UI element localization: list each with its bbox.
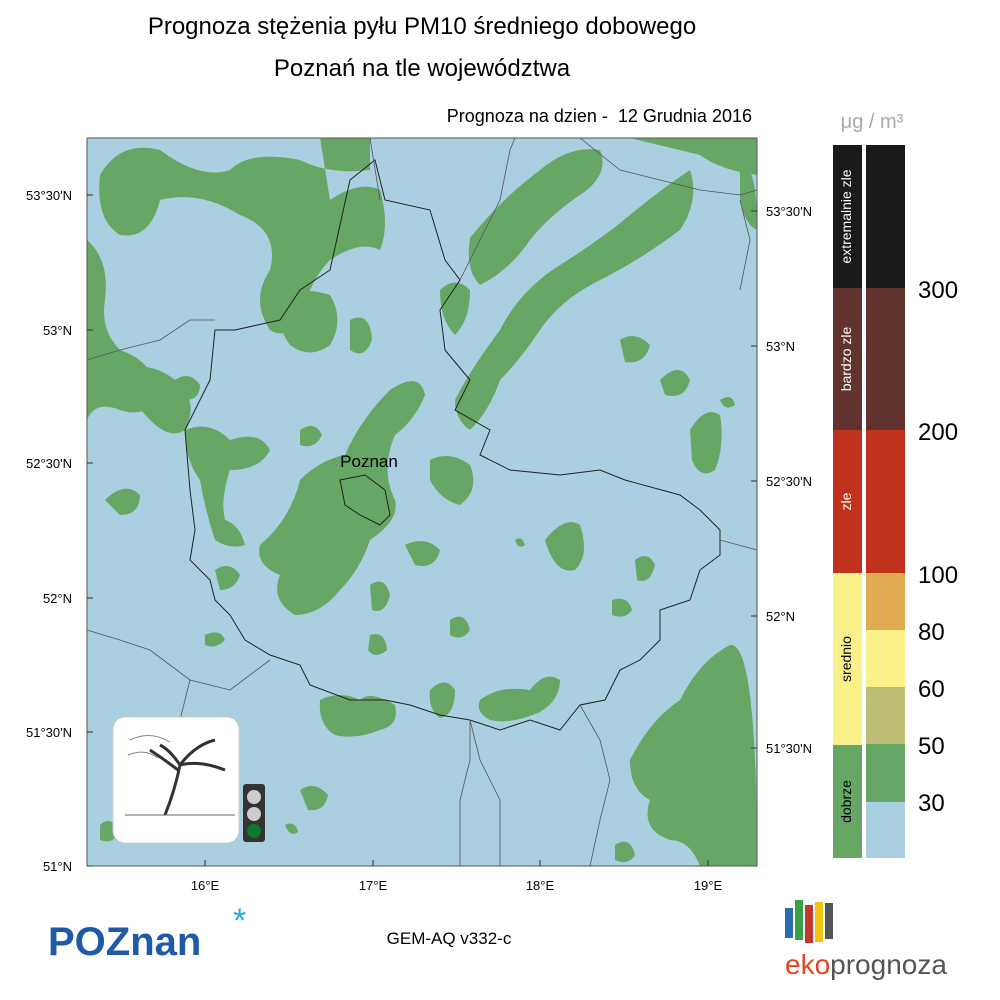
lat-label-left: 53°N [43,323,72,338]
logo-left: POZnan [48,920,201,964]
logo-right: ekoprognoza [785,949,947,980]
legend-category [833,145,862,288]
lat-label-left: 51°30'N [26,725,72,740]
lon-label: 18°E [526,878,555,893]
legend-scale-segment [866,630,905,687]
lat-label-right: 53°30'N [766,204,812,219]
lat-label-left: 52°N [43,591,72,606]
legend-threshold: 80 [918,619,945,646]
lat-label-right: 52°N [766,609,795,624]
logo-eko: eko [785,949,830,980]
legend-category [833,745,862,858]
legend-category-label: zle [838,492,854,510]
legend-threshold: 100 [918,562,958,589]
lat-label-left: 51°N [43,859,72,874]
legend-scale-segment [866,802,905,858]
lat-label-right: 53°N [766,339,795,354]
legend-scale-segment [866,145,905,288]
city-label: Poznan [340,452,398,471]
lat-label-left: 52°30'N [26,456,72,471]
title: Prognoza stężenia pyłu PM10 średniego do… [148,13,696,40]
ekoprognoza-logo: ekoprognoza [785,900,947,980]
legend-category [833,573,862,745]
legend-category-label: srednio [838,636,854,682]
legend-threshold: 200 [918,419,958,446]
subtitle: Poznań na tle województwa [274,55,571,82]
poznan-logo: POZnan * [48,902,246,964]
legend-scale-segment [866,744,905,802]
legend-scale-segment [866,573,905,630]
lon-label: 16°E [191,878,220,893]
legend-category-label: bardzo zle [838,326,854,391]
logo-star: * [233,902,246,940]
tree-icon [112,716,265,844]
logo-prognoza: prognoza [830,949,947,980]
model-name: GEM-AQ v332-c [387,929,512,948]
legend-threshold: 30 [918,790,945,817]
legend-scale-segment [866,288,905,430]
map-frame [86,137,758,867]
legend-category [833,288,862,430]
lon-label: 17°E [359,878,388,893]
lat-label-right: 51°30'N [766,741,812,756]
legend-category [833,430,862,573]
legend-threshold: 50 [918,733,945,760]
legend-scale-segment [866,430,905,573]
lat-label-left: 53°30'N [26,188,72,203]
borders [87,138,757,866]
legend: μg / m³ extremalnie zle bardzo zle zle sred… [833,111,958,858]
pollution-areas [87,138,757,866]
legend-unit: μg / m³ [841,111,904,133]
legend-category-label: dobrze [838,780,854,823]
legend-threshold: 60 [918,676,945,703]
legend-scale-segment [866,687,905,744]
legend-category-label: extremalnie zle [838,169,854,263]
lon-label: 19°E [694,878,723,893]
forecast-date: Prognoza na dzien - 12 Grudnia 2016 [447,106,752,126]
lat-label-right: 52°30'N [766,474,812,489]
legend-threshold: 300 [918,277,958,304]
